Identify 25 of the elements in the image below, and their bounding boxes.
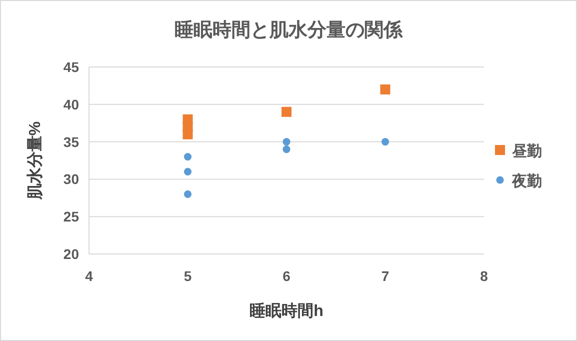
x-tick-label: 5 — [184, 268, 192, 284]
y-tick-label: 30 — [63, 171, 80, 188]
legend-label: 昼勤 — [511, 143, 542, 160]
y-tick-label: 25 — [63, 208, 80, 225]
point — [182, 114, 193, 124]
x-axis-title: 睡眠時間h — [250, 302, 324, 320]
x-tick-label: 6 — [282, 268, 291, 284]
point — [184, 152, 192, 161]
x-tick-label: 8 — [480, 268, 488, 284]
y-tick-label: 45 — [63, 59, 80, 75]
chart-title: 睡眠時間と肌水分量の関係 — [174, 19, 404, 41]
point — [184, 190, 192, 198]
x-tick-label: 4 — [85, 268, 94, 284]
y-tick-label: 40 — [63, 96, 80, 112]
y-tick-label: 20 — [63, 246, 80, 262]
y-axis-title: 肌水分量% — [26, 121, 44, 201]
x-tick-label: 7 — [381, 268, 390, 284]
point — [282, 145, 290, 154]
legend-label: 夜勤 — [511, 172, 542, 190]
point — [184, 168, 192, 176]
y-tick-label: 35 — [63, 134, 80, 150]
point — [282, 106, 292, 117]
point — [381, 138, 390, 146]
point — [282, 138, 290, 146]
point — [380, 84, 390, 94]
